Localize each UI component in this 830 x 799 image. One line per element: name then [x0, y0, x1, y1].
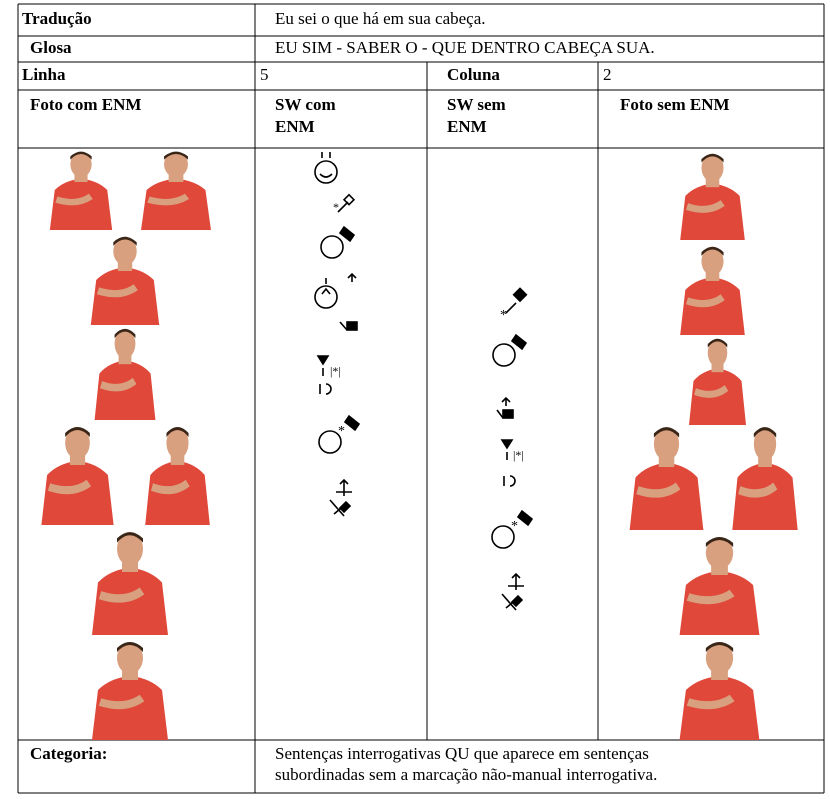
header: SW com — [275, 95, 336, 114]
svg-text:|*|: |*| — [330, 364, 341, 378]
header: Foto com ENM — [30, 95, 141, 114]
label: Categoria: — [30, 744, 107, 763]
value: Sentenças interrogativas QU que aparece … — [275, 744, 649, 763]
svg-text:*: * — [511, 519, 518, 534]
svg-text:*: * — [333, 200, 339, 214]
svg-text:|*|: |*| — [513, 448, 524, 462]
header: ENM — [275, 117, 315, 136]
header: SW sem — [447, 95, 506, 114]
svg-text:*: * — [500, 308, 507, 323]
value: 5 — [260, 65, 269, 84]
header: ENM — [447, 117, 487, 136]
svg-text:*: * — [338, 424, 345, 439]
header: Foto sem ENM — [620, 95, 730, 114]
table-borders — [17, 3, 825, 794]
photos — [41, 152, 797, 740]
signwriting-without-enm: * |*| * — [491, 287, 534, 611]
value: 2 — [603, 65, 612, 84]
label: Coluna — [447, 65, 500, 84]
signwriting-with-enm: * |*| * — [314, 152, 361, 517]
label: Linha — [22, 65, 66, 84]
value: EU SIM - SABER O - QUE DENTRO CABEÇA SUA… — [275, 38, 655, 57]
label: Tradução — [22, 9, 92, 28]
label: Glosa — [30, 38, 72, 57]
value: Eu sei o que há em sua cabeça. — [275, 9, 486, 28]
value: subordinadas sem a marcação não-manual i… — [275, 765, 657, 784]
